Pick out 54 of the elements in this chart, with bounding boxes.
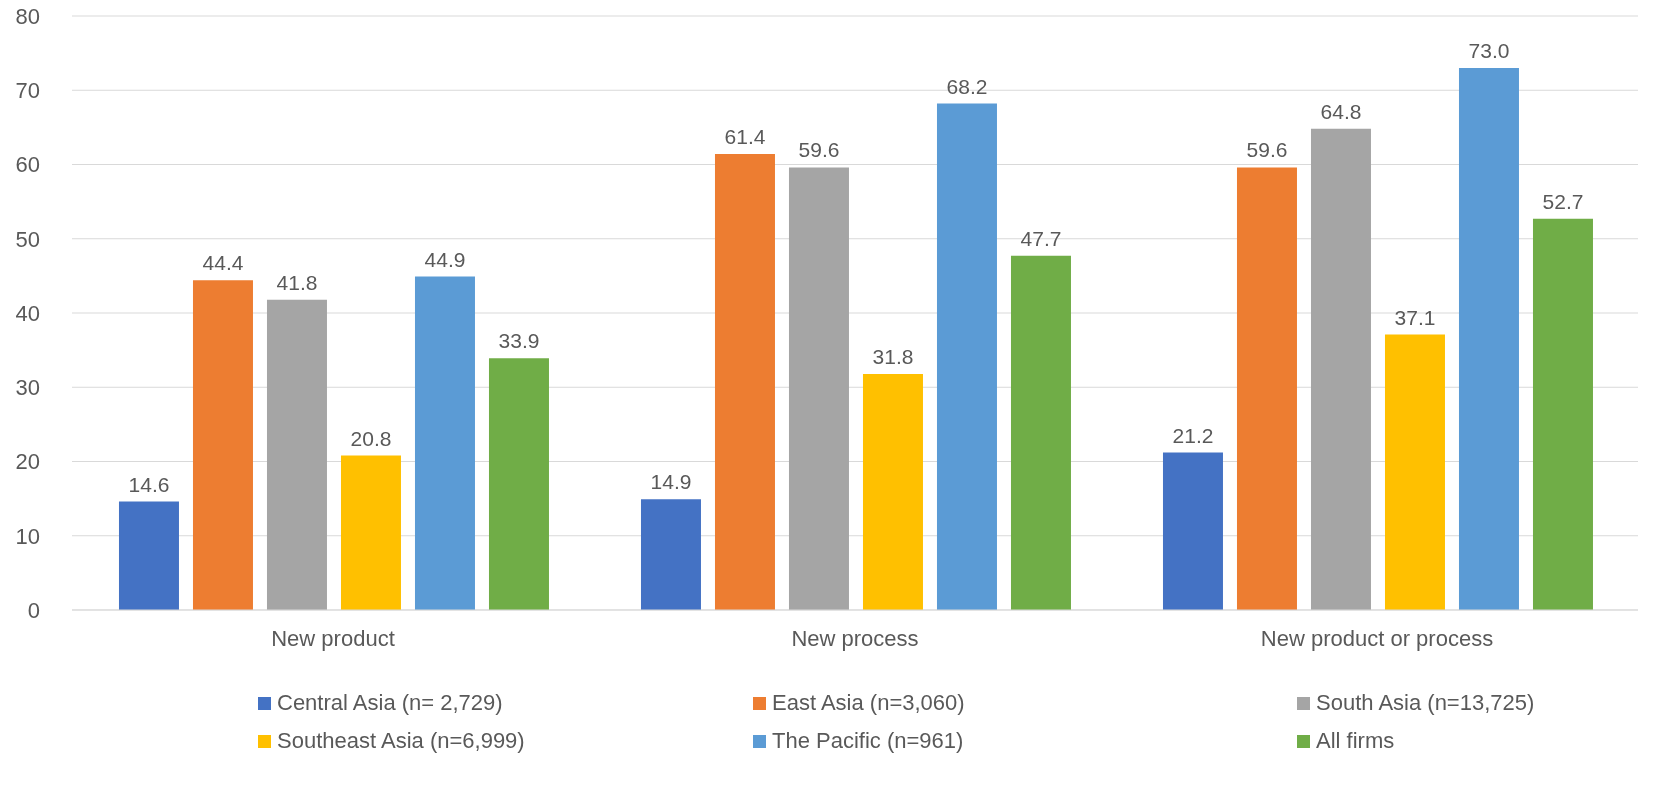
data-label: 33.9: [498, 329, 540, 353]
data-label: 64.8: [1320, 99, 1362, 123]
legend-label: The Pacific (n=961): [772, 728, 964, 754]
bar: [1532, 218, 1593, 610]
bar: [118, 501, 179, 610]
bar: [266, 299, 327, 610]
x-tick-label: New product or process: [1260, 625, 1494, 651]
data-label: 37.1: [1394, 305, 1436, 329]
bar: [1310, 128, 1371, 610]
y-tick-label: 0: [27, 597, 40, 623]
data-label: 59.6: [798, 138, 840, 162]
legend-label: South Asia (n=13,725): [1316, 690, 1535, 716]
data-label: 20.8: [350, 426, 392, 450]
bar: [488, 358, 549, 610]
data-label: 61.4: [724, 125, 766, 149]
y-tick-label: 60: [15, 152, 40, 178]
data-label: 47.7: [1020, 226, 1062, 250]
y-tick-label: 30: [15, 375, 40, 401]
bar: [1458, 67, 1519, 610]
data-label: 52.7: [1542, 189, 1584, 213]
bar: [1236, 167, 1297, 610]
data-label: 14.9: [650, 470, 692, 494]
y-tick-label: 50: [15, 226, 40, 252]
x-tick-label: New product: [271, 625, 395, 651]
bar: [1010, 255, 1071, 610]
y-tick-label: 80: [15, 3, 40, 29]
bar: [414, 276, 475, 610]
bar: [936, 103, 997, 610]
data-label: 68.2: [946, 74, 988, 98]
data-label: 73.0: [1468, 38, 1510, 62]
bar: [1384, 334, 1445, 610]
legend-label: Southeast Asia (n=6,999): [277, 728, 525, 754]
data-label: 41.8: [276, 270, 318, 294]
data-label: 44.4: [202, 251, 244, 275]
y-tick-label: 40: [15, 300, 40, 326]
data-label: 59.6: [1246, 138, 1288, 162]
x-tick-label: New process: [791, 625, 919, 651]
y-tick-label: 10: [15, 523, 40, 549]
legend-label: East Asia (n=3,060): [772, 690, 965, 716]
bar: [340, 455, 401, 610]
legend-label: All firms: [1316, 728, 1395, 754]
data-label: 21.2: [1172, 423, 1214, 447]
bar: [1162, 452, 1223, 610]
data-label: 44.9: [424, 247, 466, 271]
bar: [714, 154, 775, 610]
data-label: 31.8: [872, 344, 914, 368]
bar: [862, 373, 923, 610]
y-tick-label: 20: [15, 449, 40, 475]
data-label: 14.6: [128, 472, 170, 496]
bar: [640, 499, 701, 610]
legend-label: Central Asia (n= 2,729): [277, 690, 503, 716]
y-tick-label: 70: [15, 78, 40, 104]
bar: [192, 280, 253, 610]
bar: [788, 167, 849, 610]
